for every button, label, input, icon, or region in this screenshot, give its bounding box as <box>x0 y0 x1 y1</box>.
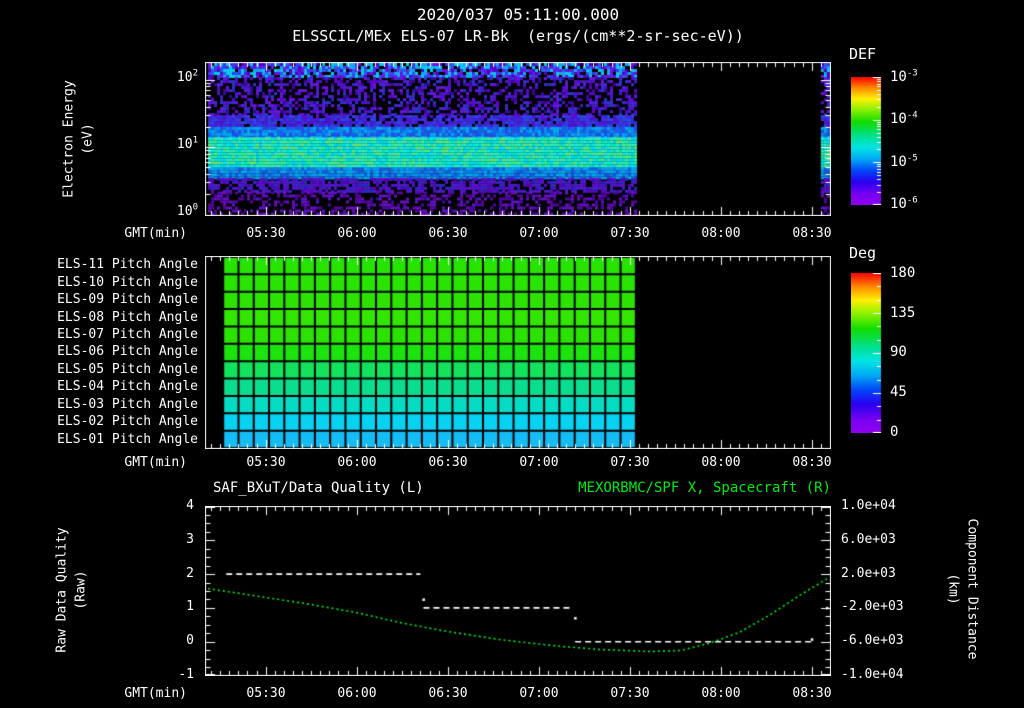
time-tick: 07:00 <box>519 226 559 241</box>
deg-colorbar <box>851 273 882 433</box>
time-tick: 06:00 <box>337 226 377 241</box>
time-tick: 07:30 <box>610 686 650 701</box>
pitch-row-label: ELS-07 Pitch Angle <box>57 327 198 342</box>
quality-tick: 1 <box>186 599 194 614</box>
deg-tick: 90 <box>890 344 907 360</box>
pitch-row-label: ELS-09 Pitch Angle <box>57 292 198 307</box>
quality-tick: 3 <box>186 532 194 547</box>
distance-tick: 1.0e+04 <box>841 498 896 513</box>
spectrogram-y-axis-label: Electron Energy <box>61 80 77 198</box>
def-colorbar <box>851 77 882 205</box>
pitch-row-label: ELS-06 Pitch Angle <box>57 344 198 359</box>
distance-y-axis-units: (km) <box>945 573 961 605</box>
pitch-row-label: ELS-10 Pitch Angle <box>57 275 198 290</box>
time-tick: 08:30 <box>792 226 832 241</box>
deg-tick: 45 <box>890 384 907 400</box>
time-tick: 06:00 <box>337 455 377 470</box>
gmt-label-2: GMT(min) <box>124 455 187 470</box>
pitch-row-label: ELS-11 Pitch Angle <box>57 257 198 272</box>
time-tick: 05:30 <box>246 226 286 241</box>
distance-tick: -6.0e+03 <box>841 633 904 648</box>
time-tick: 07:00 <box>519 686 559 701</box>
def-tick-1e-4: 10-4 <box>890 110 918 127</box>
gmt-label-3: GMT(min) <box>124 686 187 701</box>
quality-tick: 0 <box>186 633 194 648</box>
time-tick: 07:30 <box>610 226 650 241</box>
pitch-row-label: ELS-08 Pitch Angle <box>57 310 198 325</box>
quality-tick: -1 <box>178 667 194 682</box>
deg-tick: 180 <box>890 265 916 281</box>
time-tick: 08:00 <box>701 455 741 470</box>
time-tick: 06:30 <box>428 686 468 701</box>
energy-tick-10: 101 <box>176 135 198 152</box>
energy-tick-1: 100 <box>176 202 198 219</box>
deg-tick: 135 <box>890 305 916 321</box>
distance-tick: 2.0e+03 <box>841 566 896 581</box>
time-tick: 08:30 <box>792 455 832 470</box>
time-tick: 05:30 <box>246 686 286 701</box>
page-subtitle: ELSSCIL/MEx ELS-07 LR-Bk (ergs/(cm**2-sr… <box>292 27 744 45</box>
time-tick: 07:30 <box>610 455 650 470</box>
page-title: 2020/037 05:11:00.000 <box>416 5 620 24</box>
time-tick: 08:30 <box>792 686 832 701</box>
quality-y-axis-label: Raw Data Quality <box>54 527 70 653</box>
quality-series-title: SAF_BXuT/Data Quality (L) <box>213 480 424 496</box>
time-tick: 06:00 <box>337 686 377 701</box>
pitch-row-label: ELS-05 Pitch Angle <box>57 362 198 377</box>
def-tick-1e-5: 10-5 <box>890 153 918 170</box>
pitch-row-label: ELS-04 Pitch Angle <box>57 379 198 394</box>
def-tick-1e-6: 10-6 <box>890 195 918 212</box>
deg-tick: 0 <box>890 424 899 440</box>
quality-y-axis-units: (Raw) <box>73 570 89 610</box>
gmt-label-1: GMT(min) <box>124 226 187 241</box>
distance-tick: 6.0e+03 <box>841 532 896 547</box>
quality-tick: 2 <box>186 566 194 581</box>
pitch-row-label: ELS-01 Pitch Angle <box>57 432 198 447</box>
time-tick: 06:30 <box>428 455 468 470</box>
time-tick: 07:00 <box>519 455 559 470</box>
def-colorbar-title: DEF <box>849 45 877 63</box>
distance-tick: -1.0e+04 <box>841 667 904 682</box>
energy-tick-100: 102 <box>176 68 198 85</box>
pitch-row-label: ELS-02 Pitch Angle <box>57 414 198 429</box>
distance-tick: -2.0e+03 <box>841 599 904 614</box>
spacecraft-series-title: MEXORBMC/SPF X, Spacecraft (R) <box>578 480 831 496</box>
time-tick: 05:30 <box>246 455 286 470</box>
spectrogram-plot <box>205 62 831 216</box>
time-tick: 08:00 <box>701 686 741 701</box>
spectrogram-y-axis-units: (eV) <box>80 123 96 155</box>
pitch-angle-plot <box>205 256 831 449</box>
pitch-row-label: ELS-03 Pitch Angle <box>57 397 198 412</box>
deg-colorbar-title: Deg <box>849 244 877 262</box>
distance-y-axis-label: Component Distance <box>964 518 980 660</box>
quality-distance-plot <box>205 506 831 676</box>
time-tick: 08:00 <box>701 226 741 241</box>
time-tick: 06:30 <box>428 226 468 241</box>
quality-tick: 4 <box>186 498 194 513</box>
def-tick-1e-3: 10-3 <box>890 68 918 85</box>
